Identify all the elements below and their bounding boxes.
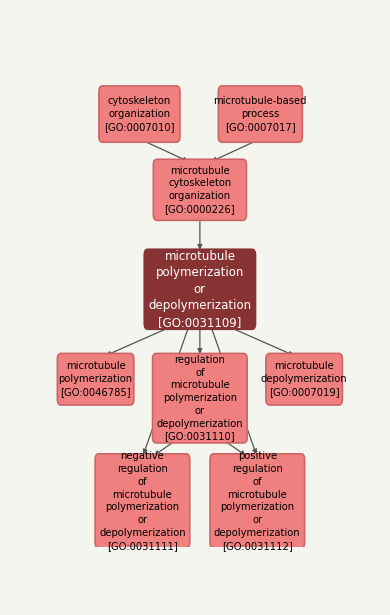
Text: microtubule
cytoskeleton
organization
[GO:0000226]: microtubule cytoskeleton organization [G… — [165, 165, 235, 214]
FancyBboxPatch shape — [266, 354, 342, 405]
Text: microtubule-based
process
[GO:0007017]: microtubule-based process [GO:0007017] — [214, 97, 307, 132]
FancyBboxPatch shape — [153, 159, 246, 220]
FancyBboxPatch shape — [57, 354, 134, 405]
Text: microtubule
polymerization
or
depolymerization
[GO:0031109]: microtubule polymerization or depolymeri… — [148, 250, 252, 329]
Text: cytoskeleton
organization
[GO:0007010]: cytoskeleton organization [GO:0007010] — [104, 97, 175, 132]
FancyBboxPatch shape — [99, 86, 180, 142]
Text: positive
regulation
of
microtubule
polymerization
or
depolymerization
[GO:003111: positive regulation of microtubule polym… — [214, 451, 301, 551]
Text: negative
regulation
of
microtubule
polymerization
or
depolymerization
[GO:003111: negative regulation of microtubule polym… — [99, 451, 186, 551]
FancyBboxPatch shape — [218, 86, 302, 142]
Text: regulation
of
microtubule
polymerization
or
depolymerization
[GO:0031110]: regulation of microtubule polymerization… — [156, 355, 243, 442]
FancyBboxPatch shape — [152, 354, 247, 443]
Text: microtubule
depolymerization
[GO:0007019]: microtubule depolymerization [GO:0007019… — [261, 362, 347, 397]
FancyBboxPatch shape — [95, 454, 190, 548]
FancyBboxPatch shape — [144, 249, 255, 329]
FancyBboxPatch shape — [210, 454, 305, 548]
Text: microtubule
polymerization
[GO:0046785]: microtubule polymerization [GO:0046785] — [58, 362, 133, 397]
